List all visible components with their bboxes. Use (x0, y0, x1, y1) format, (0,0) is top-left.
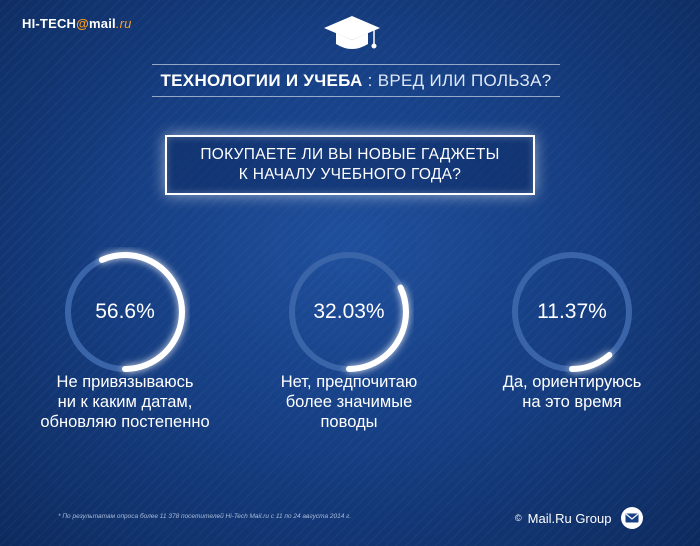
gauge-ring-1 (65, 252, 185, 372)
gauge-label-line: ни к каким датам, (57, 393, 193, 411)
footnote: * По результатам опроса более 11 378 пос… (58, 513, 352, 520)
question-box: ПОКУПАЕТЕ ЛИ ВЫ НОВЫЕ ГАДЖЕТЫ К НАЧАЛУ У… (165, 135, 535, 195)
logo-text-mail: mail (89, 16, 116, 31)
gauge-ring-3 (512, 252, 632, 372)
logo-text-hitech: HI-TECH (22, 16, 77, 31)
gauge-arc-1 (65, 252, 185, 372)
header-top-rule (152, 64, 560, 65)
graduation-cap-icon (324, 16, 380, 49)
mailru-group-brand[interactable]: © Mail.Ru Group (515, 507, 644, 529)
question-line-2: К НАЧАЛУ УЧЕБНОГО ГОДА? (238, 166, 462, 183)
gauge-label-3: Да, ориентируюсь на это время (457, 372, 687, 412)
gauge-1: 56.6% (60, 247, 190, 377)
gauge-label-1: Не привязываюсь ни к каким датам, обновляю… (10, 372, 240, 432)
gauge-value-1: 56.6% (95, 300, 155, 323)
hitech-mail-logo[interactable]: HI-TECH@mail.ru (22, 16, 132, 31)
gauge-ring-2 (289, 252, 409, 372)
gauge-label-line: поводы (320, 413, 378, 431)
gauge-label-line: Нет, предпочитаю (280, 373, 418, 391)
gauge-label-2: Нет, предпочитаю более значимые поводы (234, 372, 464, 432)
gauge-label-line: обновляю постепенно (40, 413, 210, 431)
logo-text-at: @ (76, 16, 90, 31)
subtitle-strong: ТЕХНОЛОГИИ И УЧЕБА (160, 71, 363, 90)
logo-text-ru: .ru (115, 16, 132, 31)
gauge-label-line: Да, ориентируюсь (502, 373, 642, 391)
gauge-value-3: 11.37% (537, 300, 607, 323)
gauge-label-line: Не привязываюсь (56, 373, 194, 391)
gauge-arc-2 (289, 252, 409, 372)
gauge-2: 32.03% (284, 247, 414, 377)
header-bottom-rule (152, 96, 560, 97)
brand-name: Mail.Ru Group (527, 510, 612, 526)
copyright-symbol: © (515, 513, 522, 523)
gauge-arc-3 (512, 252, 632, 372)
mail-envelope-icon (621, 507, 644, 529)
subtitle-light: : ВРЕД ИЛИ ПОЛЬЗА? (362, 71, 552, 90)
gauge-3: 11.37% (507, 247, 637, 377)
gauge-value-2: 32.03% (313, 300, 385, 323)
question-line-1: ПОКУПАЕТЕ ЛИ ВЫ НОВЫЕ ГАДЖЕТЫ (200, 146, 500, 163)
page-subtitle: ТЕХНОЛОГИИ И УЧЕБА : ВРЕД ИЛИ ПОЛЬЗА? (152, 66, 560, 96)
gauge-label-line: на это время (522, 393, 622, 411)
gauge-label-line: более значимые (285, 393, 413, 411)
